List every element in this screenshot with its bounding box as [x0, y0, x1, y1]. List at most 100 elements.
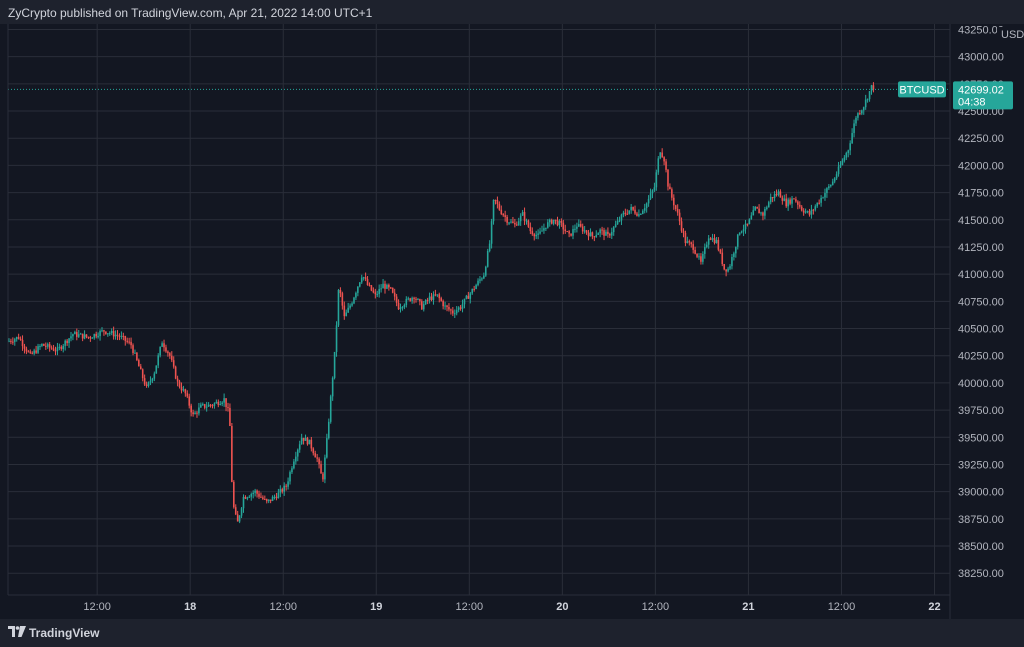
- candle-body: [789, 199, 791, 204]
- candle-body: [155, 365, 158, 374]
- candle-body: [519, 215, 522, 222]
- candle-body: [122, 335, 125, 337]
- candle-body: [397, 302, 400, 310]
- candle-body: [37, 346, 39, 353]
- time-axis[interactable]: 12:00 18 12:00 19 12:00 20 12:00 21 12:00 22: [83, 601, 940, 613]
- candle-body: [446, 305, 448, 307]
- candle-body: [360, 277, 363, 283]
- candle-body: [595, 234, 598, 238]
- candle-body: [161, 343, 163, 347]
- candle-body: [320, 464, 322, 474]
- candle-body: [543, 228, 545, 231]
- candle-body: [318, 458, 320, 465]
- candle-body: [791, 198, 793, 204]
- last-price-tag-bg: [953, 81, 1013, 110]
- candle-body: [568, 231, 570, 234]
- candle-body: [114, 334, 117, 337]
- candle-body: [636, 213, 638, 216]
- candle-body: [531, 231, 534, 235]
- candle-body: [672, 197, 675, 206]
- candle-body: [186, 393, 189, 397]
- candle-body: [265, 499, 268, 502]
- time-tick-label: 20: [556, 601, 568, 613]
- candle-body: [727, 268, 729, 272]
- candle-body: [498, 203, 501, 210]
- candle-body: [484, 266, 487, 276]
- brand-name[interactable]: TradingView: [29, 626, 100, 640]
- tradingview-logo-icon[interactable]: [8, 626, 26, 638]
- candle-body: [172, 360, 175, 367]
- candle-body: [570, 233, 572, 236]
- plot-area[interactable]: [8, 24, 950, 595]
- candle-body: [444, 305, 446, 307]
- candle-body: [704, 247, 706, 254]
- candle-body: [742, 229, 745, 232]
- candle-body: [136, 352, 138, 361]
- candle-body: [527, 220, 530, 227]
- candle-body: [853, 123, 855, 134]
- candle-body: [403, 304, 406, 308]
- candle-body: [698, 256, 700, 258]
- candle-body: [285, 485, 287, 487]
- candle-body: [643, 208, 646, 211]
- candle-body: [620, 214, 623, 221]
- candle-body: [686, 241, 689, 244]
- candle-body: [731, 257, 733, 267]
- candle-body: [766, 207, 768, 210]
- candle-body: [110, 330, 113, 334]
- candle-body: [260, 496, 262, 498]
- candle-body: [250, 494, 253, 497]
- candle-body: [438, 294, 441, 299]
- candle-body: [8, 340, 10, 342]
- candle-body: [364, 277, 367, 280]
- candle-body: [556, 219, 559, 226]
- candle-body: [304, 437, 307, 441]
- candle-body: [337, 289, 340, 326]
- candle-body: [17, 337, 20, 339]
- candle-body: [612, 227, 615, 233]
- currency-label: USD: [997, 27, 1024, 41]
- candle-body: [41, 343, 43, 347]
- publish-info: ZyCrypto published on TradingView.com, A…: [8, 6, 373, 20]
- price-tick-label: 40750.00: [958, 296, 1004, 308]
- candle-body: [240, 508, 243, 516]
- candle-body: [422, 304, 425, 310]
- candle-body: [676, 208, 679, 213]
- candle-body: [149, 380, 152, 383]
- candle-body: [221, 402, 223, 405]
- candle-body: [738, 232, 741, 235]
- candle-body: [147, 382, 150, 386]
- candle-body: [448, 306, 450, 310]
- time-tick-label: 12:00: [642, 601, 670, 613]
- candle-body: [56, 347, 59, 351]
- candle-body: [139, 366, 142, 370]
- candle-body: [300, 437, 303, 445]
- candle-body: [605, 231, 607, 236]
- candle-body: [771, 197, 774, 199]
- candle-body: [688, 241, 691, 243]
- candle-body: [19, 338, 22, 340]
- candle-body: [649, 193, 652, 199]
- candle-body: [262, 497, 264, 499]
- candle-body: [459, 307, 462, 309]
- candle-body: [762, 212, 764, 216]
- candle-body: [711, 238, 714, 240]
- candle-body: [800, 206, 803, 211]
- candle-body: [721, 252, 724, 264]
- candle-body: [434, 294, 437, 296]
- candle-body: [213, 403, 216, 406]
- candle-body: [752, 210, 755, 216]
- candle-body: [327, 421, 330, 439]
- candle-body: [514, 222, 516, 225]
- candle-body: [401, 307, 404, 309]
- candle-body: [335, 325, 338, 352]
- candle-body: [816, 202, 819, 207]
- candle-body: [384, 283, 386, 289]
- candle-body: [312, 448, 315, 454]
- candle-body: [783, 198, 786, 201]
- candle-body: [291, 468, 293, 473]
- candle-body: [413, 297, 415, 299]
- btcusd-candlestick-chart[interactable]: 38250.00 38500.00 38750.00 39000.00 39250.00…: [0, 24, 1024, 619]
- candle-body: [343, 305, 346, 317]
- candle-body: [238, 515, 241, 522]
